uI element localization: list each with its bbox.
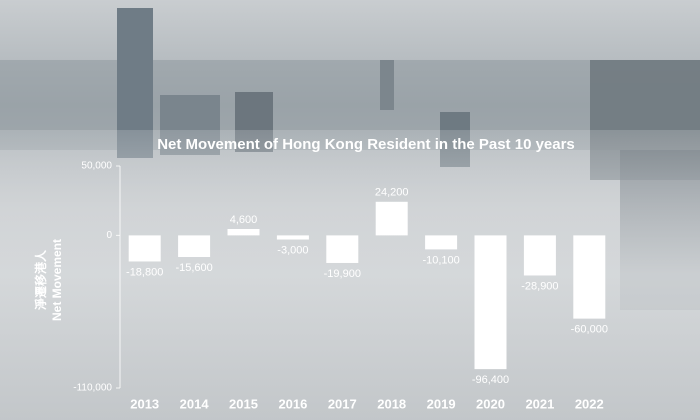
bar [276, 235, 309, 240]
y-axis-label: 淨遷移港人 [33, 249, 48, 311]
bar [425, 235, 458, 250]
chart-title: Net Movement of Hong Kong Resident in th… [157, 136, 575, 153]
value-label: -3,000 [277, 244, 308, 256]
value-label: -60,000 [571, 324, 608, 336]
value-label: -15,600 [175, 262, 212, 274]
x-tick-label: 2015 [229, 396, 258, 411]
bar [326, 235, 359, 263]
bar [375, 201, 408, 236]
x-tick-label: 2016 [278, 396, 307, 411]
value-label: -18,800 [126, 266, 163, 278]
x-tick-label: 2020 [476, 396, 505, 411]
x-tick-label: 2019 [427, 396, 456, 411]
x-tick-label: 2014 [180, 396, 210, 411]
y-tick-label: 50,000 [81, 161, 112, 172]
value-label: -19,900 [324, 268, 361, 280]
bar [227, 228, 260, 236]
x-tick-label: 2017 [328, 396, 357, 411]
y-axis-label: Net Movement [50, 239, 64, 321]
value-label: -10,100 [422, 254, 459, 266]
value-label: 4,600 [230, 214, 258, 226]
value-label: -96,400 [472, 374, 509, 386]
bar [128, 235, 161, 262]
value-label: 24,200 [375, 187, 409, 199]
x-tick-label: 2018 [377, 396, 406, 411]
x-tick-label: 2021 [525, 396, 554, 411]
bar [178, 235, 211, 258]
value-label: -28,900 [521, 280, 558, 292]
y-tick-label: -110,000 [73, 383, 112, 394]
bar [523, 235, 556, 276]
y-tick-label: 0 [106, 230, 112, 241]
x-tick-label: 2013 [130, 396, 159, 411]
bar [573, 235, 606, 319]
bar [474, 235, 507, 370]
x-tick-label: 2022 [575, 396, 604, 411]
